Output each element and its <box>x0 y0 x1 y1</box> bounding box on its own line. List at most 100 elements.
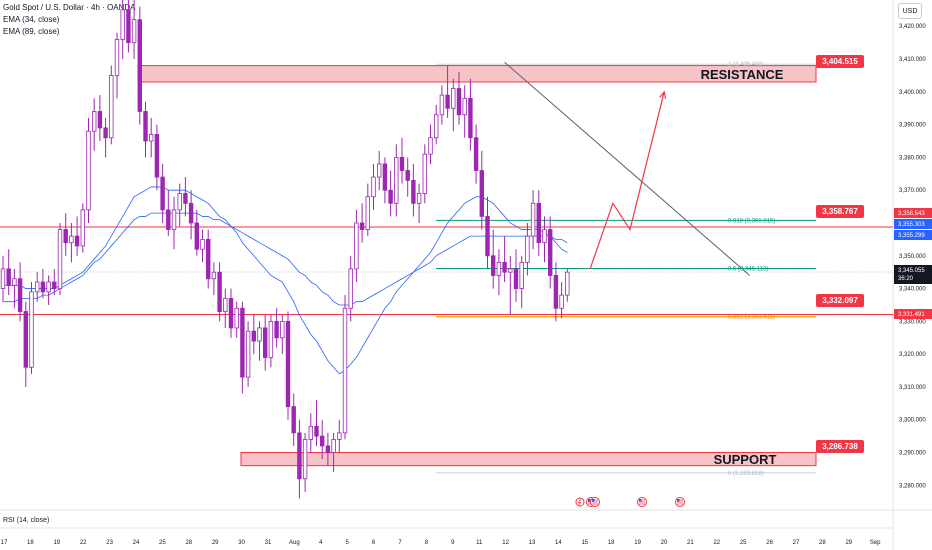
candle-body <box>200 238 205 250</box>
time-tick-label: 5 <box>346 540 350 546</box>
rsi-legend[interactable]: RSI (14, close) <box>3 517 50 524</box>
candle-body <box>63 229 68 244</box>
price-label-3331[interactable] <box>894 309 932 319</box>
upper-level-tag[interactable] <box>816 205 864 218</box>
price-tick-label: 3,310.000 <box>899 385 926 391</box>
candle-body <box>428 137 433 155</box>
candle-body <box>74 235 80 247</box>
candle-body <box>86 130 91 211</box>
candle-body <box>530 202 536 237</box>
candle-body <box>411 179 416 204</box>
ema-89-legend[interactable]: EMA (89, close) <box>3 27 60 36</box>
lightning-icon-glyph <box>577 498 582 506</box>
price-label-ema89-text: 3,355.299 <box>898 233 925 239</box>
candle-body <box>35 281 40 293</box>
candle-body <box>525 235 530 263</box>
candle-body <box>97 111 103 129</box>
fib-label-0.382: 0.382 (3,331.411) <box>728 315 775 321</box>
candle-body <box>23 311 28 368</box>
candle-body <box>160 176 165 211</box>
candle-body <box>0 268 6 289</box>
price-tick-label: 3,290.000 <box>899 451 926 457</box>
support-tag[interactable] <box>816 440 864 453</box>
candle-body <box>12 278 17 286</box>
candle-body <box>502 261 507 273</box>
candle-body <box>29 291 34 368</box>
candle-body <box>513 268 519 289</box>
candle-body <box>46 281 51 293</box>
candle-body <box>188 202 194 224</box>
time-tick-label: 23 <box>106 540 113 546</box>
lower-level-tag-text: 3,332.097 <box>822 296 858 305</box>
fib-label-1: 1 (3,408.408) <box>728 62 764 68</box>
descending-trendline <box>504 61 751 276</box>
support-tag-text: 3,286.738 <box>822 442 858 451</box>
candle-body <box>109 75 114 139</box>
candle-body <box>433 114 439 139</box>
candle-body <box>126 9 131 44</box>
candle-body <box>92 111 97 132</box>
candle-body <box>114 38 120 76</box>
time-tick-label: 29 <box>845 540 852 546</box>
candle-body <box>365 196 370 230</box>
candle-body <box>240 307 245 378</box>
candle-body <box>148 134 154 142</box>
candle-body <box>166 209 171 230</box>
time-tick-label: 27 <box>793 540 800 546</box>
time-tick-label: 17 <box>1 540 8 546</box>
time-tick-label: 19 <box>634 540 641 546</box>
candle-body <box>285 320 291 408</box>
time-tick-label: 24 <box>133 540 140 546</box>
candle-body <box>490 255 496 276</box>
ema-89-line <box>3 212 568 306</box>
price-label-ema34[interactable] <box>894 219 932 229</box>
candle-body <box>399 157 405 171</box>
time-tick-label: 28 <box>819 540 826 546</box>
candle-body <box>171 209 177 230</box>
currency-badge[interactable]: USD <box>898 3 922 19</box>
time-tick-label: 13 <box>529 540 536 546</box>
lower-level-tag[interactable] <box>816 294 864 307</box>
candle-body <box>553 275 559 309</box>
candle-body <box>57 229 63 289</box>
candle-body <box>388 189 393 204</box>
candle-body <box>183 193 188 204</box>
resistance-tag[interactable] <box>816 55 864 68</box>
price-tick-label: 3,410.000 <box>899 57 926 63</box>
us-flag-icon-canton <box>592 499 595 502</box>
lightning-icon[interactable] <box>575 497 585 507</box>
candle-body <box>331 439 336 453</box>
candle-body <box>342 307 348 434</box>
price-label-3331-text: 3,331.491 <box>898 312 925 318</box>
candle-body <box>80 209 85 247</box>
price-tick-label: 3,340.000 <box>899 287 926 293</box>
candle-body <box>325 445 331 453</box>
price-label-3358[interactable] <box>894 208 932 218</box>
candle-body <box>245 330 251 378</box>
time-tick-label: 22 <box>713 540 720 546</box>
price-tick-label: 3,370.000 <box>899 188 926 194</box>
time-tick-label: 29 <box>212 540 219 546</box>
price-tick-label: 3,280.000 <box>899 483 926 489</box>
fib-label-0: 0 (3,283.818) <box>728 471 764 477</box>
candle-body <box>40 281 46 293</box>
symbol-title: Gold Spot / U.S. Dollar · 4h · OANDA <box>3 3 136 12</box>
time-tick-label: 28 <box>185 540 192 546</box>
time-tick-label: 18 <box>608 540 615 546</box>
candle-body <box>508 268 513 273</box>
candle-body <box>468 97 473 139</box>
candle-body <box>217 271 222 312</box>
candle-body <box>17 278 23 312</box>
candle-body <box>234 307 239 329</box>
price-label-ema89[interactable] <box>894 230 932 240</box>
projection-path <box>589 91 665 270</box>
time-tick-label: 25 <box>740 540 747 546</box>
ema-34-legend[interactable]: EMA (34, close) <box>3 15 60 24</box>
candle-body <box>177 193 182 211</box>
candle-body <box>103 127 108 139</box>
price-label-current[interactable] <box>894 265 932 284</box>
candle-body <box>536 202 541 244</box>
time-tick-label: 15 <box>581 540 588 546</box>
